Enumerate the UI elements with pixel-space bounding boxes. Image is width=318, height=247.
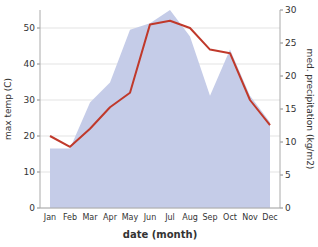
x-tick-label: May: [122, 213, 139, 222]
temp-line: [50, 21, 270, 147]
plot-area: [50, 10, 270, 208]
x-axis-title: date (month): [123, 229, 197, 240]
x-tick-label: Aug: [182, 213, 198, 222]
y2-tick-label: 25: [285, 38, 296, 48]
y-tick-label: 20: [24, 131, 36, 141]
y-tick-label: 40: [24, 59, 36, 69]
x-tick-label: Feb: [63, 213, 77, 222]
y2-tick-label: 0: [285, 203, 291, 213]
y2-tick-label: 20: [285, 71, 297, 81]
x-tick-label: Mar: [82, 213, 98, 222]
y2-tick-label: 5: [285, 170, 291, 180]
chart: 0 10 20 30 40 50 0 5 10 15 20 25 30 Jan Feb Mar Apr May Ju…: [0, 0, 318, 247]
y2-tick-label: 10: [285, 137, 297, 147]
y2-axis-line: [280, 10, 281, 208]
x-tick-label: Jan: [43, 213, 56, 222]
y-tick-label: 0: [29, 203, 35, 213]
x-tick-label: Jul: [164, 213, 175, 222]
y-tick-label: 50: [24, 23, 36, 33]
y-tick-label: 10: [24, 167, 36, 177]
x-tick-label: Apr: [103, 213, 118, 222]
x-axis-line: [40, 208, 280, 209]
x-tick-label: Oct: [223, 213, 237, 222]
x-tick-label: Sep: [202, 213, 217, 222]
x-tick-label: Dec: [262, 213, 277, 222]
y-tick-label: 30: [24, 95, 36, 105]
y2-tick-label: 15: [285, 104, 296, 114]
precip-area: [50, 10, 270, 208]
x-tick-label: Nov: [242, 213, 258, 222]
y-axis-line: [40, 10, 41, 208]
x-tick-label: Jun: [143, 213, 157, 222]
y-axis-title: max temp (C): [3, 78, 13, 140]
y2-tick-label: 30: [285, 5, 297, 15]
y2-axis-title: med. precipitation (kg/m2): [305, 49, 315, 170]
grid-line: [40, 208, 280, 209]
